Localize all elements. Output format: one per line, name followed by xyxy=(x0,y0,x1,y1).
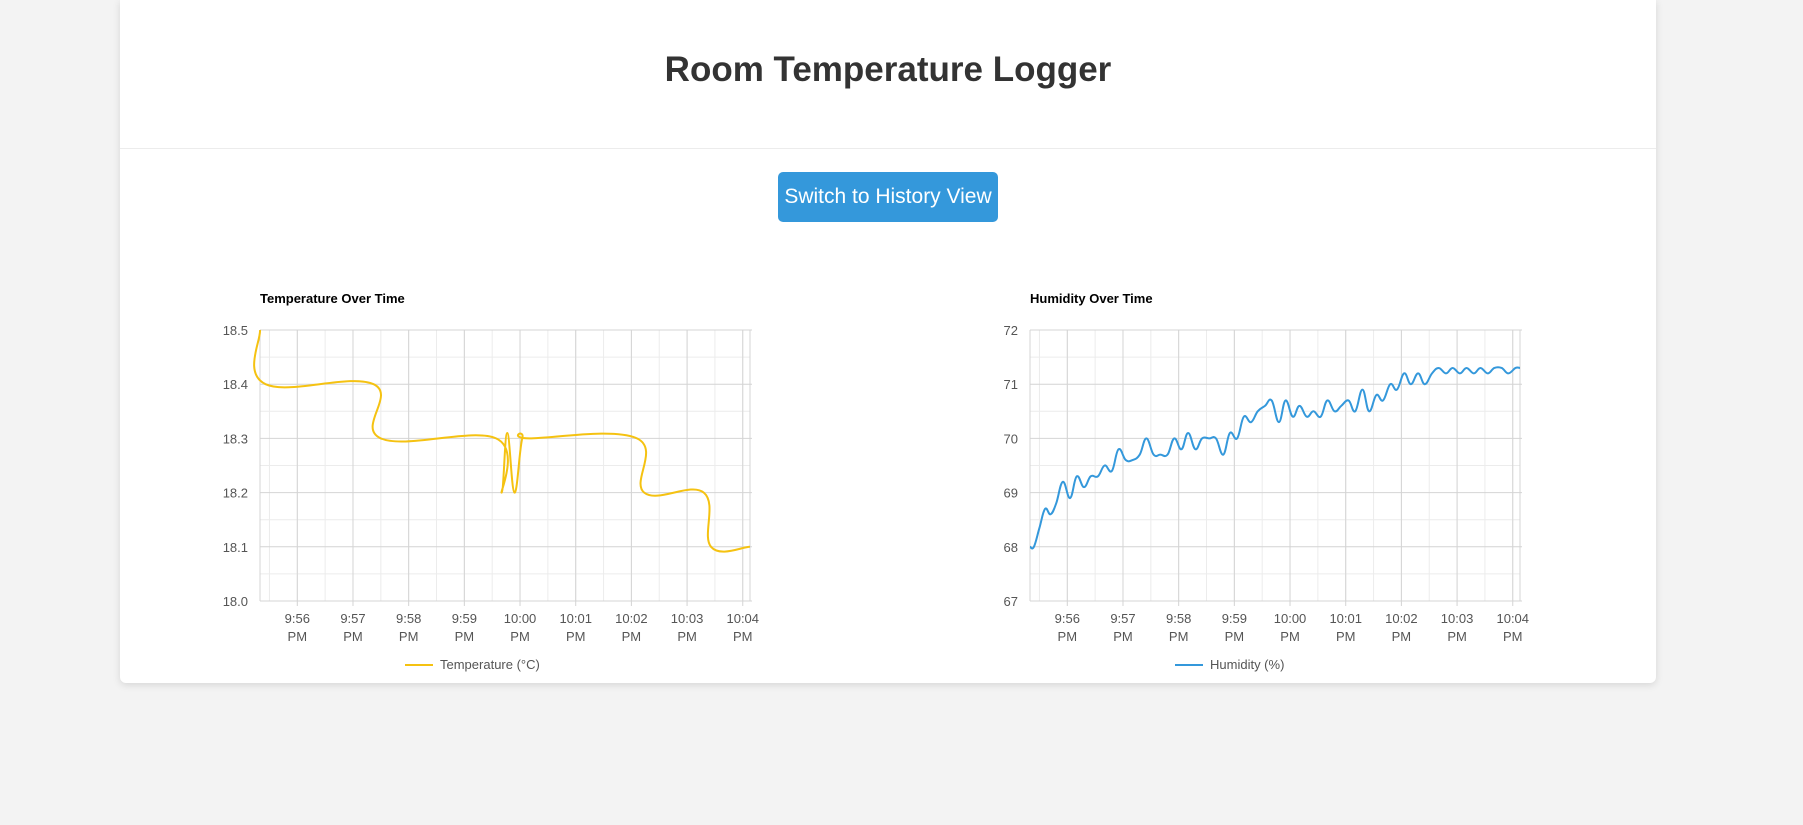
temperature-x-tick-label: 10:02 PM xyxy=(615,611,648,644)
humidity-x-tick-label: 9:56 PM xyxy=(1055,611,1080,644)
humidity-x-tick-label: 10:02 PM xyxy=(1385,611,1418,644)
humidity-x-tick-label: 10:00 PM xyxy=(1274,611,1307,644)
switch-view-button[interactable]: Switch to History View xyxy=(778,172,998,222)
humidity-x-tick-label: 10:01 PM xyxy=(1329,611,1362,644)
temperature-x-tick-label: 10:03 PM xyxy=(671,611,704,644)
temperature-chart: Temperature Over Time 18.0 18.1 18.2 18.3 18.… xyxy=(195,280,915,680)
temperature-x-tick-label: 9:57 PM xyxy=(340,611,365,644)
temperature-x-tick-label: 10:00 PM xyxy=(504,611,537,644)
temperature-x-tick-label: 9:59 PM xyxy=(452,611,477,644)
humidity-chart: Humidity Over Time 67 68 69 70 71 72 9:56 PM 9:57… xyxy=(965,280,1685,680)
temperature-chart-svg: Temperature Over Time 18.0 18.1 18.2 18.3 18.… xyxy=(223,291,759,672)
temperature-x-tick-label: 9:56 PM xyxy=(285,611,310,644)
temperature-x-tick-label: 9:58 PM xyxy=(396,611,421,644)
humidity-x-tick-label: 10:04 PM xyxy=(1496,611,1529,644)
temperature-y-tick-label: 18.0 xyxy=(223,594,248,609)
humidity-legend-label: Humidity (%) xyxy=(1210,657,1284,672)
temperature-series-line xyxy=(253,329,751,553)
humidity-y-tick-label: 68 xyxy=(1004,540,1018,555)
temperature-y-tick-label: 18.1 xyxy=(223,540,248,555)
humidity-title: Humidity Over Time xyxy=(1030,291,1153,306)
humidity-y-tick-label: 67 xyxy=(1004,594,1018,609)
humidity-y-tick-label: 70 xyxy=(1004,431,1018,446)
humidity-y-tick-label: 71 xyxy=(1004,377,1018,392)
humidity-y-tick-label: 69 xyxy=(1004,486,1018,501)
page-title: Room Temperature Logger xyxy=(664,50,1112,89)
humidity-chart-svg: Humidity Over Time 67 68 69 70 71 72 9:56 PM 9:57… xyxy=(1004,291,1530,672)
main-card: Room Temperature Logger Switch to Histor… xyxy=(120,0,1656,683)
temperature-legend-label: Temperature (°C) xyxy=(440,657,540,672)
temperature-y-tick-label: 18.4 xyxy=(223,377,248,392)
temperature-x-tick-label: 10:01 PM xyxy=(559,611,592,644)
temperature-y-tick-label: 18.5 xyxy=(223,323,248,338)
humidity-series-line xyxy=(1029,366,1521,550)
temperature-x-tick-label: 10:04 PM xyxy=(726,611,759,644)
temperature-y-tick-label: 18.2 xyxy=(223,486,248,501)
humidity-x-tick-label: 9:57 PM xyxy=(1110,611,1135,644)
temperature-y-tick-label: 18.3 xyxy=(223,431,248,446)
page-header: Room Temperature Logger xyxy=(120,0,1656,149)
humidity-x-tick-label: 9:58 PM xyxy=(1166,611,1191,644)
humidity-y-tick-label: 72 xyxy=(1004,323,1018,338)
humidity-x-tick-label: 10:03 PM xyxy=(1441,611,1474,644)
temperature-title: Temperature Over Time xyxy=(260,291,405,306)
humidity-x-tick-label: 9:59 PM xyxy=(1222,611,1247,644)
